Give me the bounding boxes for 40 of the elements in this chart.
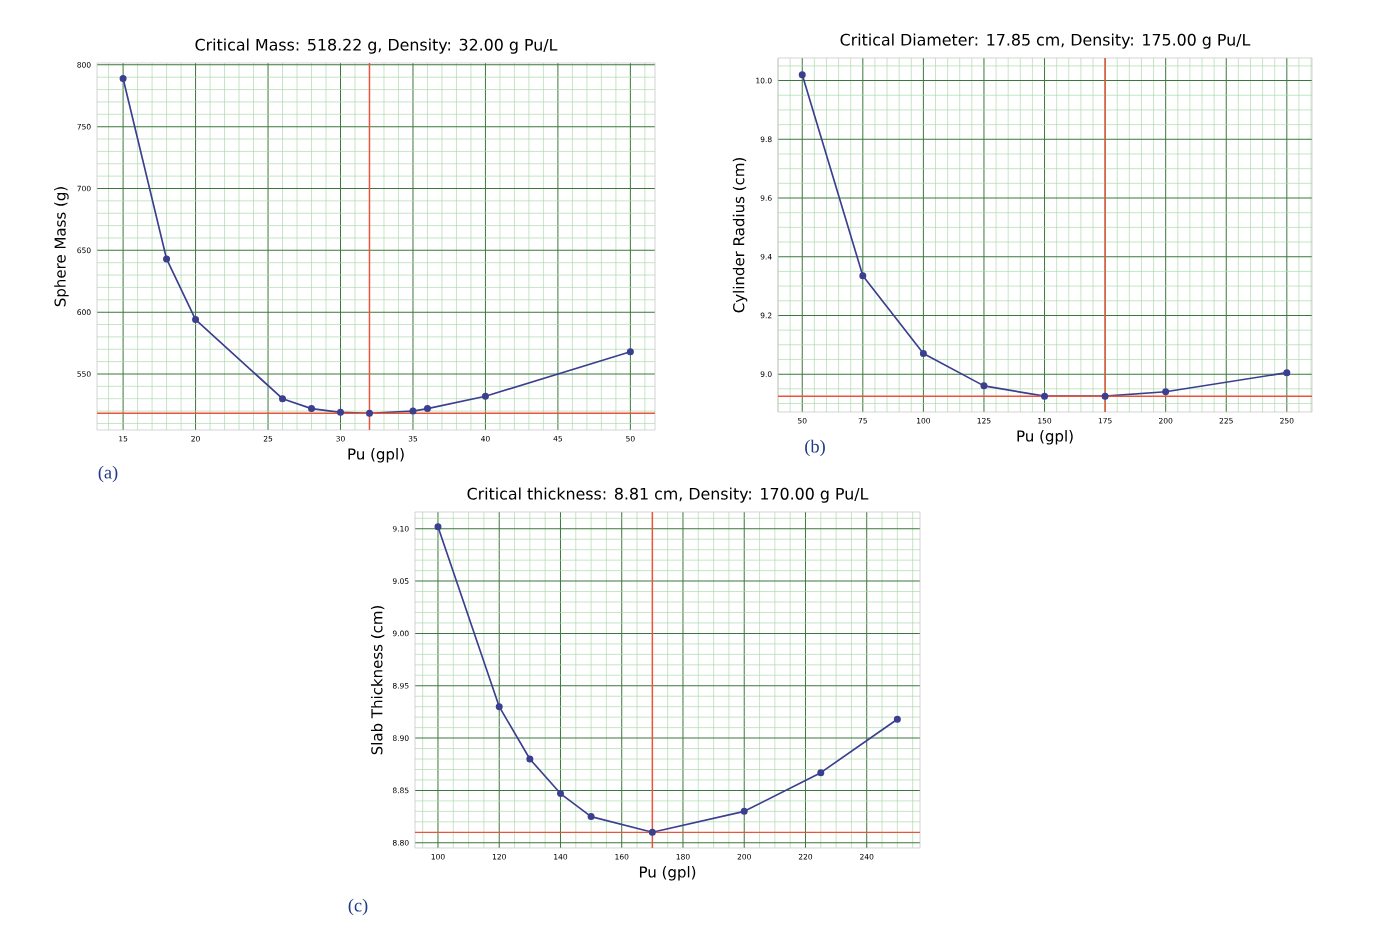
text: (b)	[805, 439, 825, 457]
point	[980, 382, 988, 390]
point	[192, 316, 200, 324]
x-axis-title: Pu (gpl)	[1017, 430, 1073, 445]
point	[648, 828, 656, 836]
point	[423, 405, 431, 413]
text: (a)	[98, 465, 118, 483]
point	[556, 790, 564, 798]
point	[626, 348, 634, 356]
point	[308, 405, 316, 413]
point	[919, 350, 927, 358]
point	[587, 813, 595, 821]
chart-title: Critical thickness: 8.81 cm, Density: 170.00 g Pu/L	[467, 487, 869, 503]
text: (c)	[348, 898, 368, 916]
point	[1041, 392, 1049, 400]
point	[893, 715, 901, 723]
y-axis-title: Cylinder Radius (cm)	[732, 158, 748, 313]
chart-title: Critical Mass: 518.22 g, Density: 32.00 g Pu/L	[195, 38, 558, 54]
y-axis-title: Slab Thickness (cm)	[370, 605, 385, 755]
point	[1101, 392, 1109, 400]
point	[740, 807, 748, 815]
chart-title: Critical Diameter: 17.85 cm, Density: 175.00 g Pu/L	[840, 33, 1251, 49]
point	[495, 703, 503, 711]
point	[1162, 388, 1170, 396]
point	[163, 255, 171, 263]
point	[859, 272, 867, 280]
point	[526, 755, 534, 763]
point	[119, 74, 127, 82]
point	[798, 71, 806, 79]
point	[279, 395, 287, 403]
y-axis-title: Sphere Mass (g)	[54, 187, 69, 307]
x-axis-title: Pu (gpl)	[639, 866, 696, 881]
point	[1283, 369, 1291, 377]
point	[481, 392, 489, 400]
point	[434, 523, 442, 531]
point	[365, 409, 373, 417]
point	[409, 407, 417, 415]
point	[336, 408, 345, 416]
x-axis-title: Pu (gpl)	[348, 448, 404, 463]
point	[817, 769, 825, 777]
